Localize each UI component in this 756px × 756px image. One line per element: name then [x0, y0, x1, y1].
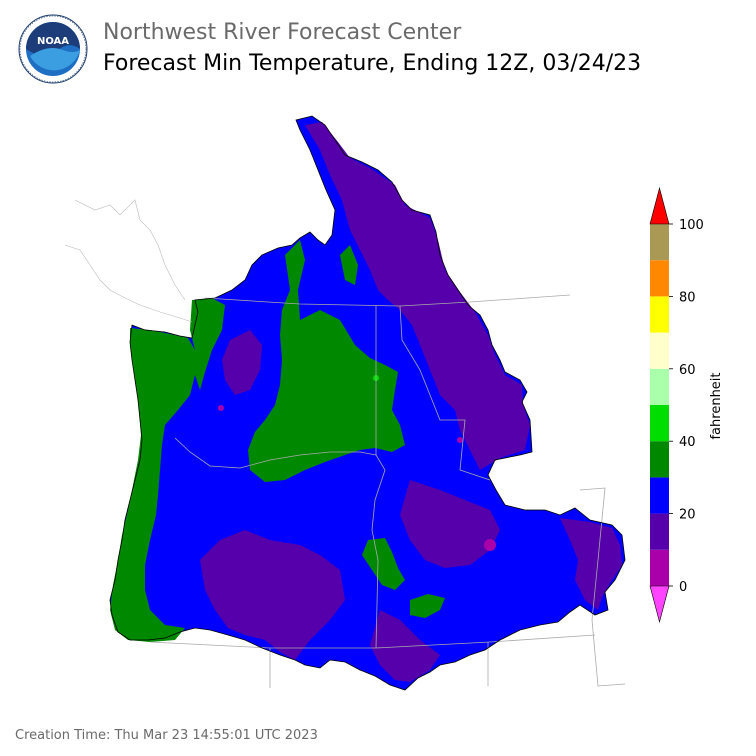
colorbar-bin: [650, 260, 669, 297]
region-30-40-coast: [110, 328, 195, 642]
organization-title: Northwest River Forecast Center: [103, 20, 462, 45]
coastline: [64, 199, 193, 323]
region-0-10-spot: [218, 405, 224, 411]
creation-time: Creation Time: Thu Mar 23 14:55:01 UTC 2…: [15, 728, 318, 743]
colorbar-unit-label: fahrenheit: [709, 372, 724, 439]
noaa-logo-icon: NOAA: [18, 14, 88, 84]
colorbar-bin: [650, 368, 669, 405]
colorbar-bin: [650, 441, 669, 478]
colorbar-bin: [650, 513, 669, 550]
colorbar-ticks: 0 20 40 60 80 100: [669, 218, 704, 595]
colorbar-tick-label: 0: [679, 580, 687, 595]
region-0-10-spot: [484, 539, 496, 551]
region-30-40-columbia-basin: [248, 240, 405, 482]
colorbar-bin: [650, 405, 669, 442]
colorbar-tick-label: 100: [679, 218, 704, 233]
region-0-10-spot: [457, 437, 463, 443]
region-10-20-cascade: [222, 330, 262, 395]
region-30-40-north-valley: [340, 245, 358, 285]
colorbar-tick-label: 20: [679, 508, 696, 523]
region-10-20-center: [400, 480, 500, 568]
colorbar-under-arrow: [649, 585, 670, 624]
colorbar-bin: [650, 296, 669, 333]
map-title: Forecast Min Temperature, Ending 12Z, 03…: [103, 51, 642, 76]
region-10-20-east: [560, 518, 622, 610]
colorbar-bin: [650, 477, 669, 514]
colorbar-tick-label: 60: [679, 363, 696, 378]
region-10-20-sw: [370, 610, 440, 682]
colorbar-bin: [650, 332, 669, 369]
colorbar-over-arrow: [649, 186, 670, 225]
region-10-20-south: [200, 530, 345, 660]
noaa-logo-text: NOAA: [37, 36, 69, 47]
colorbar-bin: [650, 224, 669, 261]
region-30-40-snake: [362, 538, 405, 590]
region-10-20-north: [305, 122, 530, 470]
region-30-40-puget: [190, 298, 225, 390]
colorbar-bins: [650, 224, 669, 586]
colorbar-tick-label: 80: [679, 290, 696, 305]
political-boundaries: [149, 294, 626, 688]
colorbar-tick-label: 40: [679, 435, 696, 450]
basin-outline: [109, 115, 626, 691]
region-30-40-snake-east: [410, 594, 445, 618]
colorbar-bin: [650, 549, 669, 586]
